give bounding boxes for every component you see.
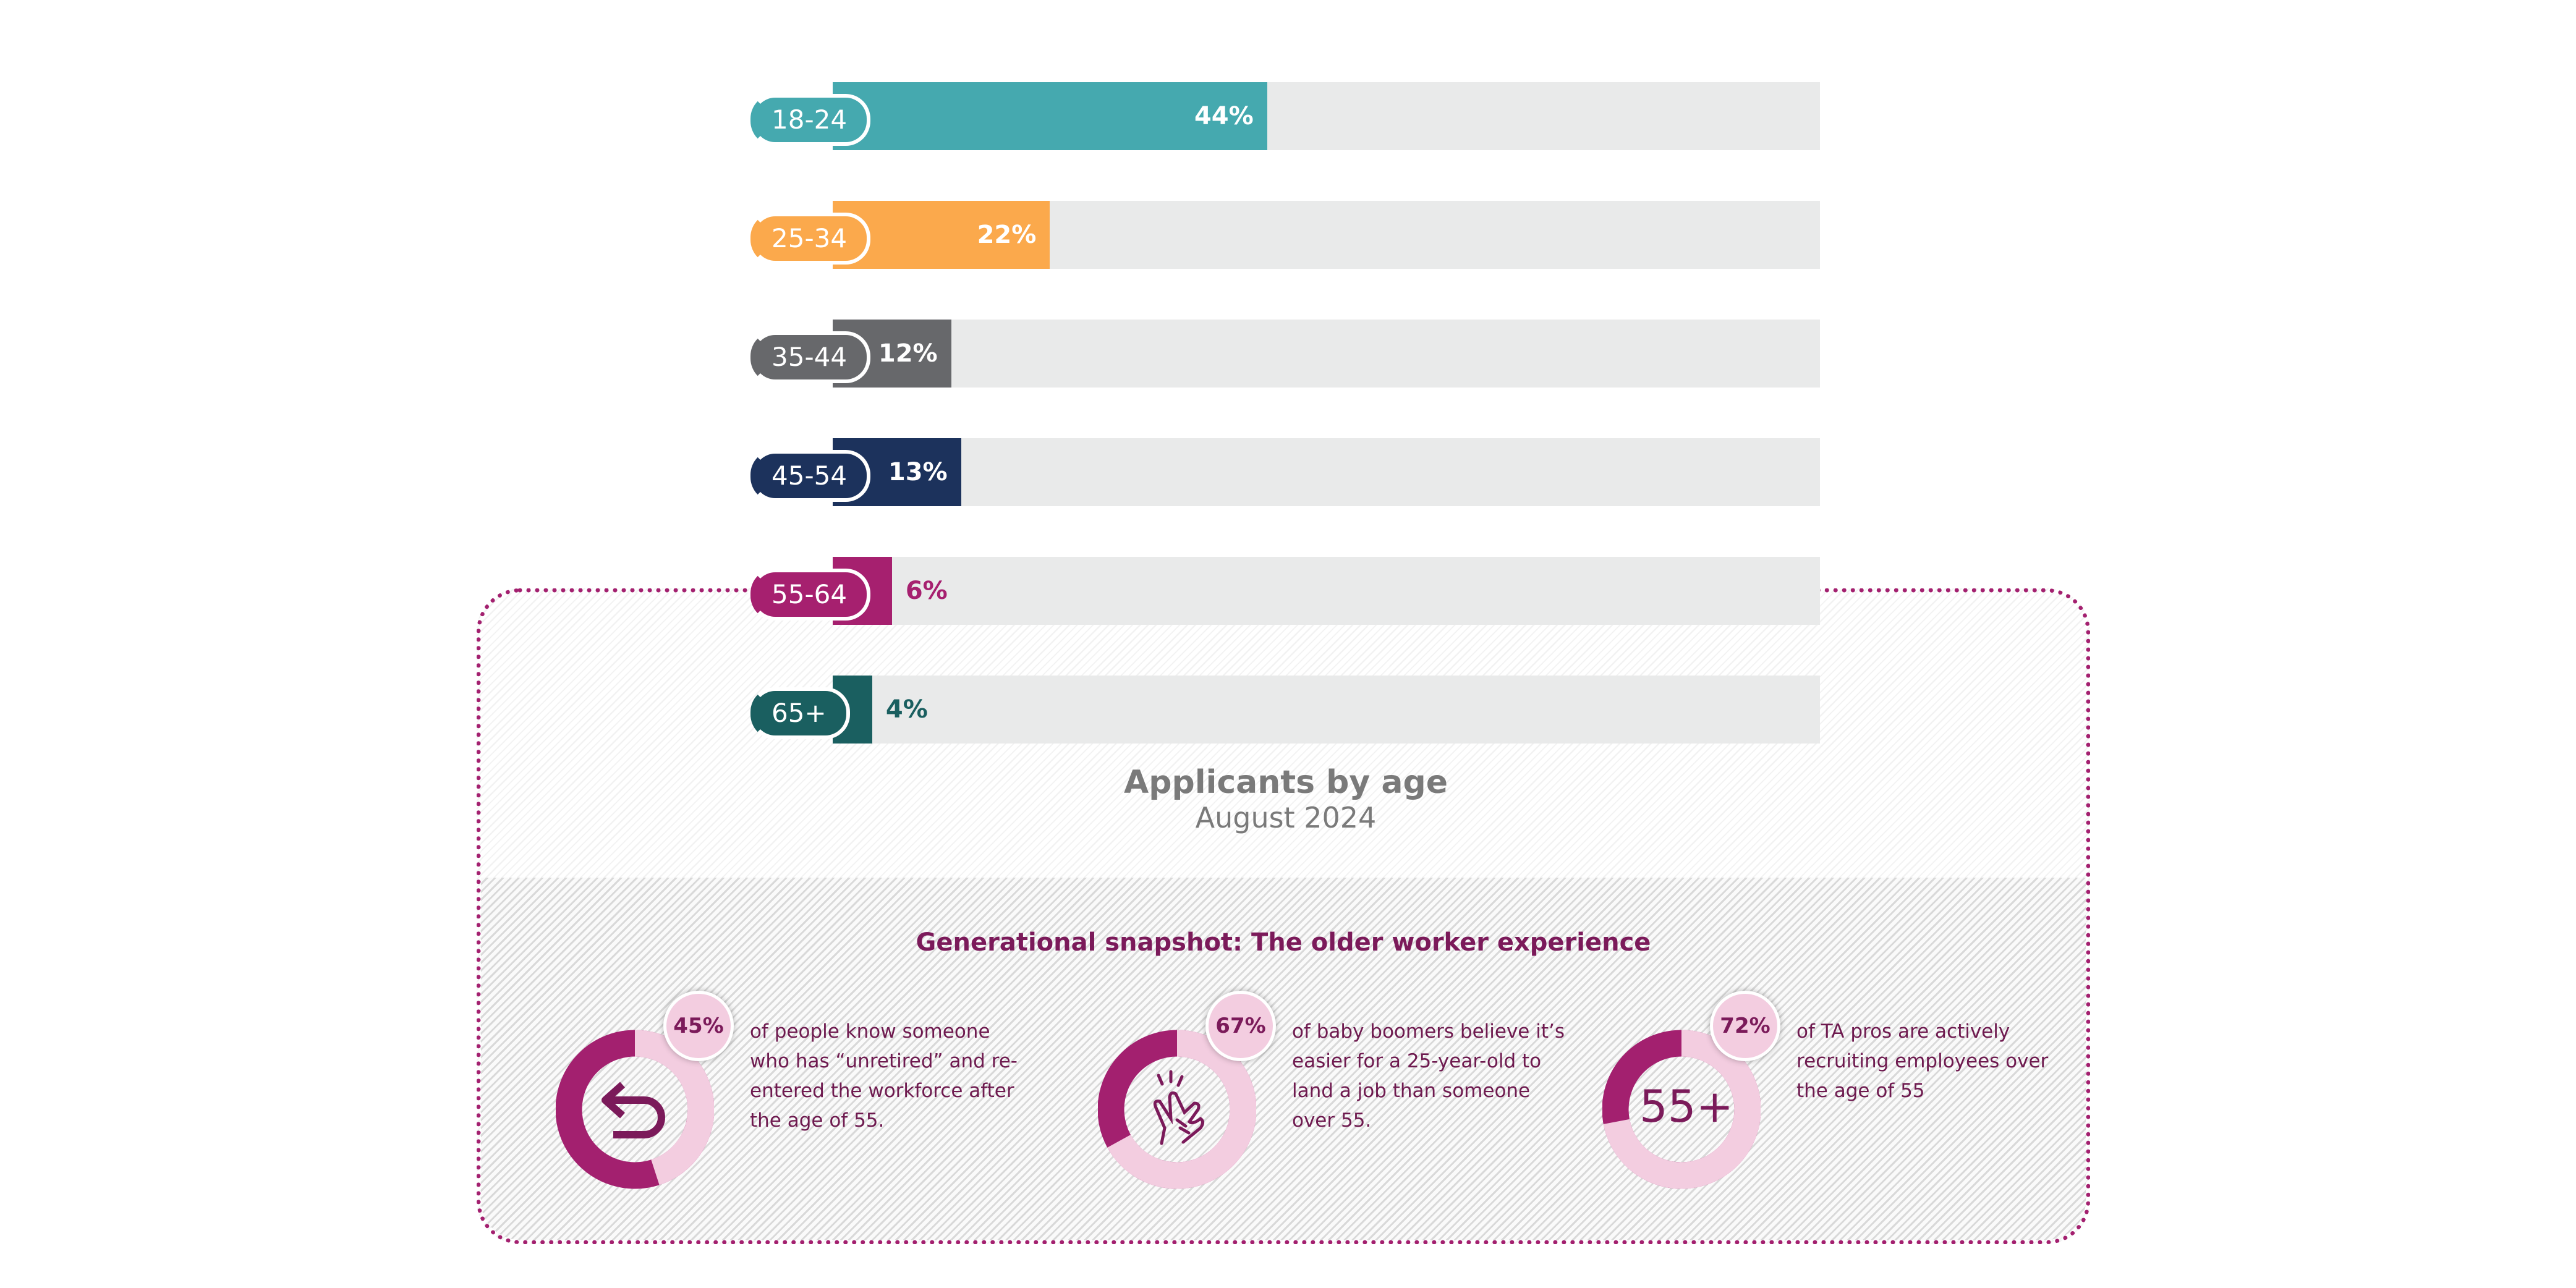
bar-track (833, 320, 1820, 388)
bar-track (833, 557, 1820, 625)
chart-subtitle: August 2024 (1195, 801, 1377, 834)
bar-row: 4% 65+ (742, 676, 1830, 744)
bar-row: 13% 45-54 (742, 438, 1830, 506)
category-label: 55-64 (750, 569, 871, 621)
percent-bubble: 45% (663, 991, 734, 1061)
stat-description: of people know someone who has “unretire… (750, 1020, 1018, 1132)
donut-chart (556, 1030, 714, 1189)
donut-percent-arc (556, 1030, 714, 1189)
donut-percent-arc (1602, 1030, 1761, 1189)
bar-track (833, 438, 1820, 506)
bar-row: 44% 18-24 (742, 82, 1830, 150)
snapshot-title: Generational snapshot: The older worker … (916, 928, 1651, 957)
bar-row: 12% 35-44 (742, 320, 1830, 388)
stat-description: of baby boomers believe it’s easier for … (1292, 1020, 1565, 1132)
percent-bubble: 72% (1710, 991, 1780, 1061)
bar-value-label: 44% (1194, 102, 1254, 130)
bar-row: 22% 25-34 (742, 201, 1830, 269)
donut-chart (1098, 1030, 1256, 1189)
bar-track (833, 676, 1820, 744)
category-label: 65+ (750, 687, 850, 739)
category-label: 25-34 (750, 213, 871, 265)
age-55-plus-icon: 55+ (1639, 1080, 1733, 1132)
category-label: 45-54 (750, 450, 871, 502)
bar-value-label: 6% (905, 577, 948, 605)
percent-bubble: 67% (1205, 991, 1276, 1061)
hand-snap-icon (1146, 1069, 1214, 1152)
donut-percent-arc (1098, 1030, 1256, 1189)
chart-title: Applicants by age (1124, 764, 1448, 801)
bar-value-label: 4% (885, 695, 928, 724)
stat-description: of TA pros are actively recruiting emplo… (1796, 1020, 2049, 1102)
bar-row: 6% 55-64 (742, 557, 1830, 625)
category-label: 18-24 (750, 94, 871, 146)
bar-value-label: 12% (878, 339, 938, 368)
category-label: 35-44 (750, 331, 871, 383)
donut-chart (1602, 1030, 1761, 1189)
snapshot-background (481, 878, 2086, 1240)
bar-value-label: 22% (977, 221, 1037, 249)
bar (833, 82, 1267, 150)
bar-value-label: 13% (888, 458, 948, 486)
return-arrow-icon (598, 1072, 672, 1149)
